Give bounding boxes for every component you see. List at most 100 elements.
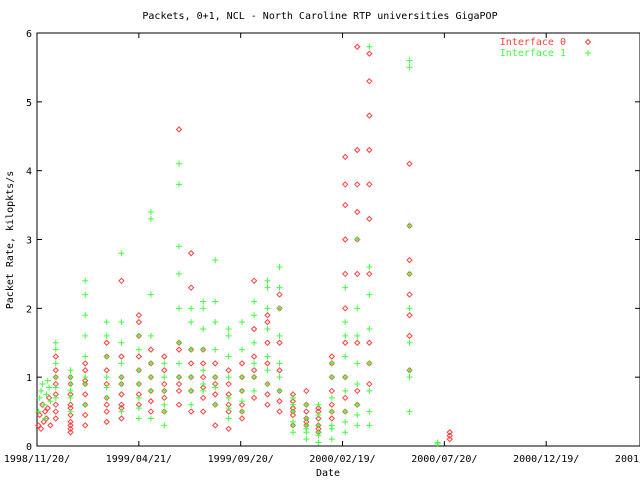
- data-point: [147, 346, 155, 353]
- data-point: [354, 381, 361, 388]
- data-point: [135, 381, 142, 388]
- data-point: [82, 411, 89, 419]
- data-point: [103, 319, 110, 326]
- data-point: [176, 181, 183, 188]
- data-point: [118, 374, 125, 381]
- data-point: [147, 408, 155, 415]
- data-point: [199, 373, 207, 381]
- data-point: [250, 394, 258, 402]
- data-point: [199, 360, 207, 367]
- data-point: [303, 436, 310, 443]
- data-point: [161, 374, 168, 381]
- data-point: [103, 401, 110, 408]
- data-point: [212, 360, 219, 367]
- data-point: [52, 367, 59, 374]
- data-point: [251, 312, 258, 319]
- data-point: [175, 380, 183, 388]
- data-point: [341, 236, 349, 243]
- data-point: [342, 387, 349, 394]
- data-point: [147, 332, 154, 339]
- data-point: [175, 387, 183, 395]
- legend-label: Interface 1: [500, 48, 566, 59]
- data-point: [67, 422, 74, 429]
- data-point: [82, 277, 89, 284]
- data-point: [366, 422, 373, 429]
- data-point: [328, 353, 336, 360]
- data-point: [200, 325, 207, 332]
- data-point: [250, 353, 258, 360]
- data-point: [406, 339, 413, 346]
- data-point: [342, 374, 349, 381]
- data-point: [135, 346, 142, 353]
- data-point: [315, 404, 322, 412]
- x-tick-label: 2000/12/19/: [513, 454, 579, 465]
- data-point: [161, 360, 168, 367]
- data-point: [354, 332, 361, 339]
- data-point: [225, 374, 232, 381]
- data-point: [82, 367, 89, 374]
- data-point: [67, 418, 74, 426]
- data-point: [147, 208, 154, 215]
- data-point: [118, 277, 125, 285]
- data-point: [118, 408, 125, 415]
- data-point: [161, 422, 168, 429]
- data-point: [187, 408, 195, 415]
- data-point: [188, 387, 195, 394]
- data-point: [52, 353, 59, 360]
- data-point: [225, 415, 232, 422]
- data-point: [103, 353, 110, 360]
- data-point: [354, 270, 361, 278]
- data-point: [161, 387, 168, 394]
- data-point: [406, 57, 413, 64]
- data-point: [434, 440, 441, 447]
- data-point: [200, 367, 207, 374]
- data-point: [239, 319, 246, 326]
- data-point: [289, 408, 296, 415]
- data-point: [366, 264, 373, 271]
- y-tick-label: 5: [26, 98, 32, 109]
- data-point: [289, 394, 296, 401]
- data-point: [264, 381, 271, 388]
- data-point: [328, 374, 335, 381]
- data-point: [406, 408, 413, 415]
- data-point: [264, 391, 271, 398]
- data-point: [176, 374, 183, 381]
- data-point: [188, 346, 195, 353]
- data-point: [82, 332, 89, 339]
- x-tick-label: 2001/05/20/: [615, 454, 640, 465]
- data-point: [315, 422, 322, 429]
- data-point: [341, 181, 349, 188]
- data-marks: [35, 43, 453, 447]
- legend-marker: [584, 38, 592, 46]
- data-point: [212, 401, 219, 408]
- data-point: [67, 374, 74, 381]
- x-tick-label: 1999/09/20/: [208, 454, 274, 465]
- data-point: [276, 339, 283, 346]
- data-point: [176, 243, 183, 250]
- data-point: [341, 394, 349, 402]
- data-point: [212, 374, 219, 381]
- data-point: [46, 384, 53, 391]
- data-point: [276, 408, 283, 415]
- data-point: [52, 408, 59, 415]
- data-point: [212, 319, 219, 326]
- data-point: [225, 405, 232, 412]
- data-point: [199, 394, 207, 402]
- data-point: [135, 415, 142, 422]
- data-point: [67, 425, 74, 432]
- data-point: [45, 394, 53, 402]
- data-point: [147, 387, 154, 394]
- data-point: [38, 387, 45, 394]
- data-point: [264, 353, 271, 360]
- data-point: [39, 381, 46, 388]
- y-tick-label: 1: [26, 373, 32, 384]
- data-point: [118, 250, 125, 257]
- data-point: [366, 387, 373, 394]
- data-point: [239, 398, 246, 405]
- data-point: [135, 367, 142, 374]
- data-point: [67, 394, 74, 401]
- x-axis-label: Date: [316, 468, 340, 479]
- data-point: [238, 401, 246, 408]
- data-point: [52, 346, 59, 353]
- data-point: [135, 353, 143, 360]
